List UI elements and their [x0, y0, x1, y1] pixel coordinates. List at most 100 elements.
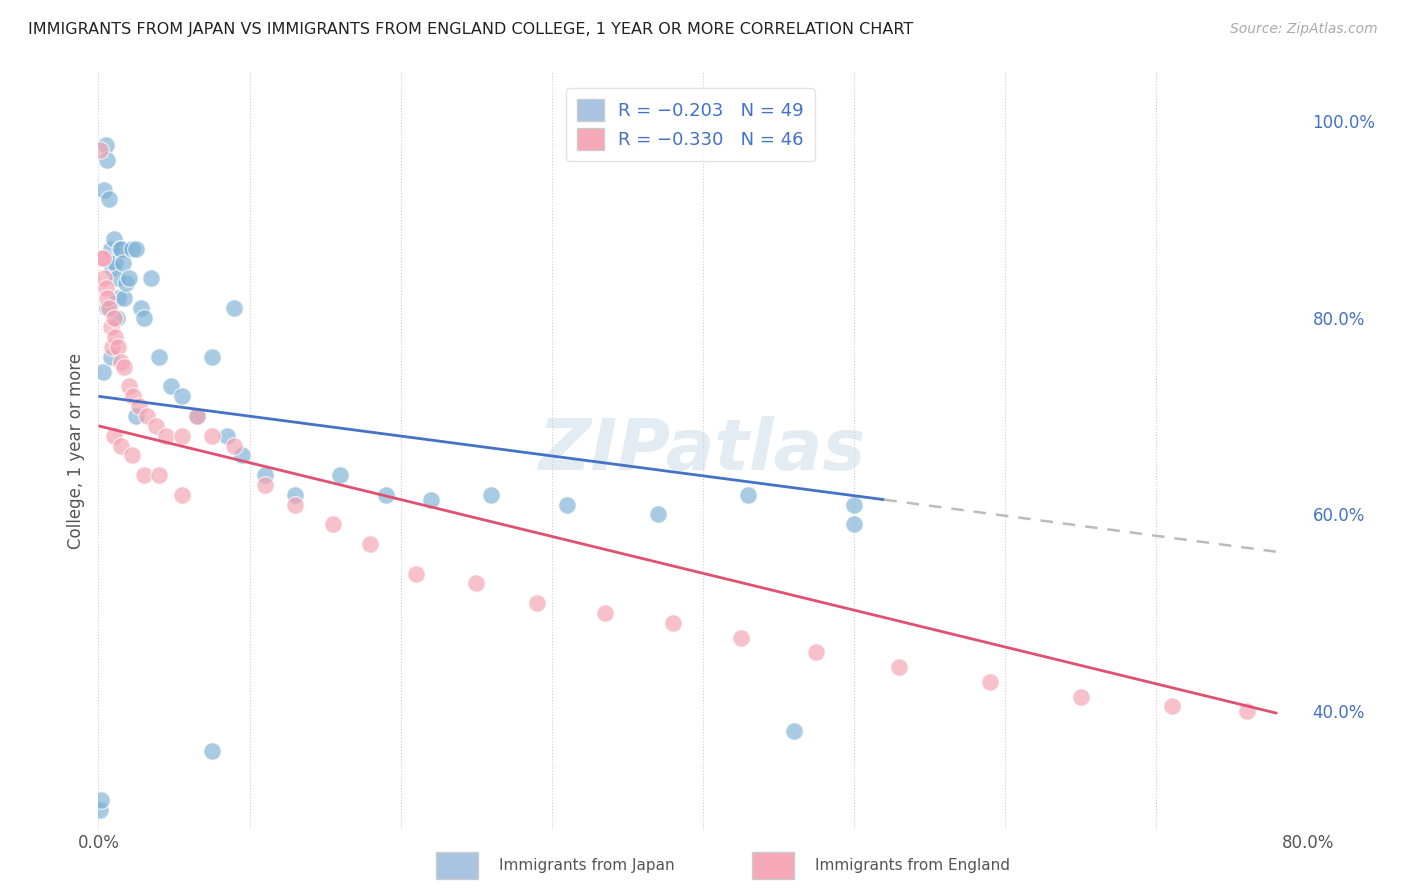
Point — [148, 350, 170, 364]
Point — [110, 438, 132, 452]
Point — [118, 379, 141, 393]
Point — [105, 271, 128, 285]
Point — [889, 660, 911, 674]
Point — [148, 468, 170, 483]
Point — [374, 488, 396, 502]
Point — [98, 193, 121, 207]
FancyBboxPatch shape — [436, 852, 478, 879]
Point — [100, 242, 122, 256]
Point — [231, 449, 253, 463]
Point — [155, 428, 177, 442]
Y-axis label: College, 1 year or more: College, 1 year or more — [66, 352, 84, 549]
Text: Source: ZipAtlas.com: Source: ZipAtlas.com — [1230, 22, 1378, 37]
Point — [100, 320, 122, 334]
Point — [1070, 690, 1092, 704]
Point — [844, 498, 866, 512]
Point — [1236, 705, 1258, 719]
Point — [224, 301, 246, 315]
Point — [90, 252, 112, 266]
Point — [125, 409, 148, 423]
Point — [405, 566, 427, 581]
Point — [844, 517, 866, 532]
Point — [107, 340, 129, 354]
Point — [201, 350, 224, 364]
Text: Immigrants from Japan: Immigrants from Japan — [499, 858, 675, 872]
Point — [122, 389, 145, 403]
Point — [186, 409, 208, 423]
Point — [555, 498, 578, 512]
Point — [100, 350, 122, 364]
Point — [481, 488, 503, 502]
Point — [783, 724, 806, 739]
Point — [215, 428, 238, 442]
Point — [118, 271, 141, 285]
Point — [101, 261, 124, 276]
Point — [121, 242, 143, 256]
Point — [145, 418, 167, 433]
Point — [360, 537, 382, 551]
Point — [979, 674, 1001, 689]
Point — [94, 281, 117, 295]
Point — [806, 645, 828, 659]
Point — [730, 631, 752, 645]
Point — [593, 606, 616, 620]
Point — [107, 291, 129, 305]
Point — [420, 492, 443, 507]
Point — [93, 182, 115, 196]
Point — [160, 379, 183, 393]
Point — [661, 615, 683, 630]
Point — [103, 428, 125, 442]
Point — [96, 153, 118, 167]
Point — [132, 310, 155, 325]
Point — [105, 310, 128, 325]
Text: IMMIGRANTS FROM JAPAN VS IMMIGRANTS FROM ENGLAND COLLEGE, 1 YEAR OR MORE CORRELA: IMMIGRANTS FROM JAPAN VS IMMIGRANTS FROM… — [28, 22, 914, 37]
Point — [186, 409, 208, 423]
Point — [526, 596, 548, 610]
Point — [111, 256, 134, 270]
Point — [96, 291, 118, 305]
Text: Immigrants from England: Immigrants from England — [815, 858, 1011, 872]
Point — [170, 488, 193, 502]
Point — [114, 276, 136, 290]
Point — [284, 498, 307, 512]
Point — [91, 365, 114, 379]
Point — [253, 478, 276, 492]
Point — [103, 310, 125, 325]
Point — [737, 488, 759, 502]
Point — [170, 389, 193, 403]
Point — [132, 468, 155, 483]
Point — [90, 793, 112, 807]
Point — [170, 428, 193, 442]
Point — [89, 803, 111, 817]
Point — [112, 291, 135, 305]
Point — [89, 143, 111, 157]
Point — [93, 271, 115, 285]
Point — [135, 409, 157, 423]
Legend: R = −0.203   N = 49, R = −0.330   N = 46: R = −0.203 N = 49, R = −0.330 N = 46 — [567, 88, 815, 161]
Point — [101, 340, 124, 354]
Point — [110, 242, 132, 256]
Point — [108, 242, 131, 256]
Point — [141, 271, 163, 285]
Point — [96, 301, 118, 315]
Point — [94, 138, 117, 153]
Point — [253, 468, 276, 483]
Point — [647, 508, 669, 522]
Point — [224, 438, 246, 452]
Point — [112, 359, 135, 374]
Point — [110, 355, 132, 369]
Point — [128, 399, 150, 413]
Point — [104, 330, 127, 344]
Point — [1160, 699, 1182, 714]
Point — [125, 242, 148, 256]
Point — [129, 301, 152, 315]
Point — [121, 449, 143, 463]
Point — [104, 256, 127, 270]
Point — [284, 488, 307, 502]
Point — [201, 744, 224, 758]
FancyBboxPatch shape — [752, 852, 794, 879]
Point — [201, 428, 224, 442]
Point — [98, 301, 121, 315]
Point — [322, 517, 344, 532]
Point — [465, 576, 488, 591]
